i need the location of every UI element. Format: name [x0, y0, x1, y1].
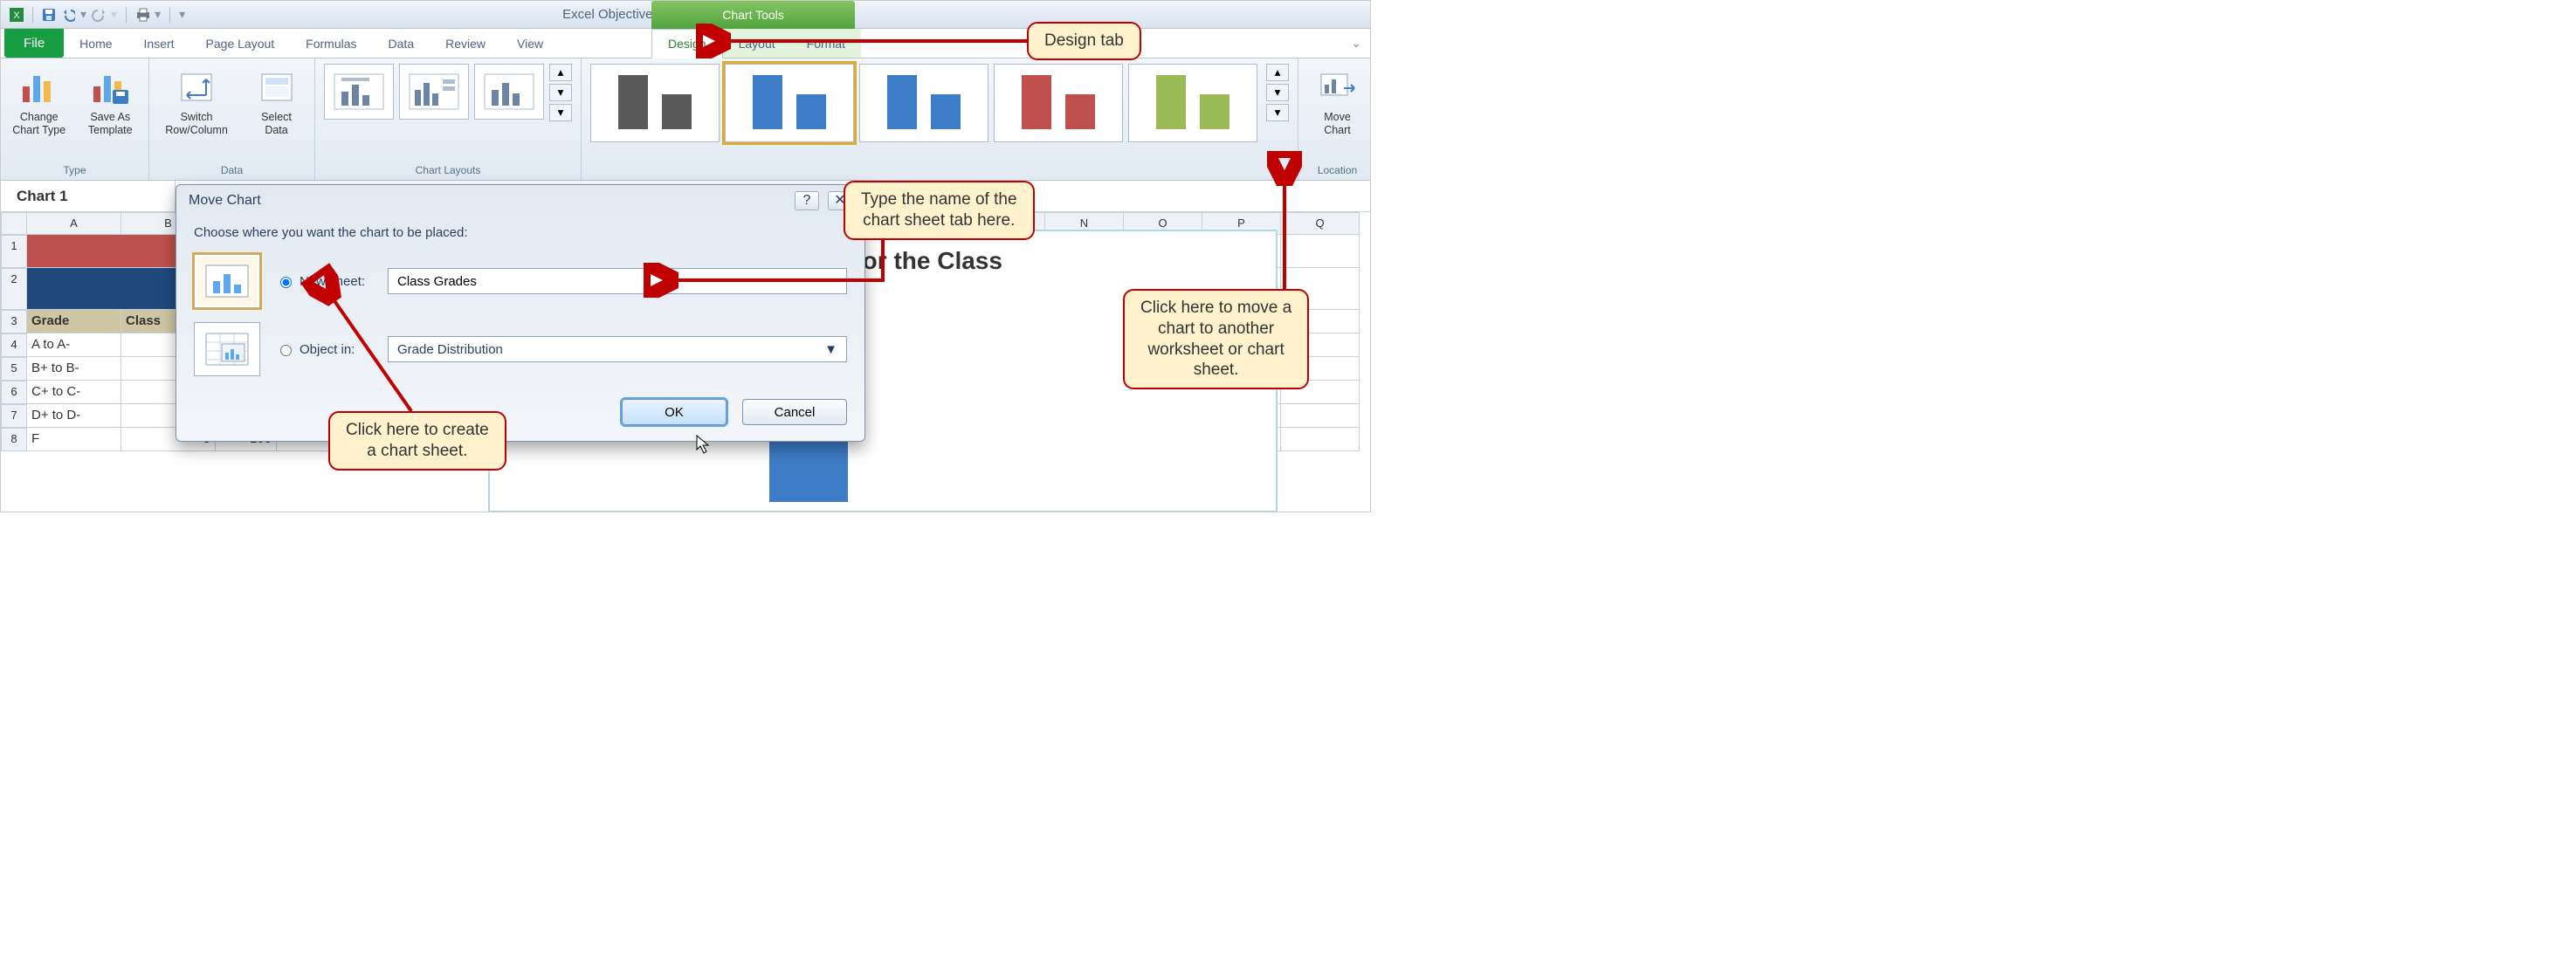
chart-style-thumb[interactable]	[725, 64, 854, 142]
tab-design[interactable]: Design	[651, 29, 723, 58]
save-as-template-button[interactable]: Save As Template	[81, 64, 141, 137]
chart-layout-thumb[interactable]	[324, 64, 394, 120]
ribbon-tabs: File HomeInsertPage LayoutFormulasDataRe…	[1, 29, 1370, 58]
callout-type-name: Type the name of the chart sheet tab her…	[844, 181, 1035, 240]
tab-insert[interactable]: Insert	[128, 29, 190, 58]
chart-style-thumb[interactable]	[859, 64, 988, 142]
group-label-chart-styles	[590, 161, 1289, 176]
print-icon[interactable]	[135, 8, 149, 22]
cell[interactable]	[1281, 428, 1360, 451]
new-sheet-radio[interactable]: New sheet:	[276, 274, 372, 289]
title-bar: X ▾ ▾ ▾ ▾ Excel Objective 4.00.xlsx - Mi…	[1, 1, 1370, 29]
row-header[interactable]: 4	[1, 333, 27, 357]
tab-home[interactable]: Home	[64, 29, 127, 58]
tab-review[interactable]: Review	[430, 29, 501, 58]
move-chart-button[interactable]: Move Chart	[1307, 64, 1367, 137]
row-header[interactable]: 5	[1, 357, 27, 381]
chart-style-thumb[interactable]	[1128, 64, 1257, 142]
cell[interactable]	[1281, 404, 1360, 428]
undo-icon[interactable]	[61, 8, 75, 22]
row-header[interactable]: 6	[1, 381, 27, 404]
chart-layout-thumb[interactable]	[474, 64, 544, 120]
new-sheet-icon[interactable]	[194, 254, 260, 308]
quick-access-toolbar: X ▾ ▾ ▾ ▾	[10, 7, 185, 23]
tab-file[interactable]: File	[4, 29, 64, 58]
name-box[interactable]: Chart 1	[1, 181, 176, 211]
excel-icon: X	[10, 8, 24, 22]
column-header[interactable]: A	[27, 212, 121, 235]
tab-data[interactable]: Data	[373, 29, 430, 58]
callout-design-tab: Design tab	[1027, 22, 1141, 60]
switch-row-column-button[interactable]: Switch Row/Column	[158, 64, 235, 137]
select-all-cell[interactable]	[1, 212, 27, 235]
chart-layout-scroll[interactable]: ▴▾▾	[549, 64, 572, 121]
row-header[interactable]: 8	[1, 428, 27, 451]
ribbon: Change Chart Type Save As Template Type …	[1, 58, 1370, 181]
redo-icon[interactable]	[92, 8, 106, 22]
chart-layout-thumb[interactable]	[399, 64, 469, 120]
dialog-help-button[interactable]: ?	[795, 191, 819, 210]
row-header[interactable]: 3	[1, 310, 27, 333]
object-in-select[interactable]: Grade Distribution▼	[388, 336, 847, 362]
save-icon[interactable]	[42, 8, 56, 22]
svg-text:X: X	[13, 10, 20, 21]
group-label-data: Data	[158, 161, 306, 176]
select-data-button[interactable]: Select Data	[247, 64, 306, 137]
ok-button[interactable]: OK	[622, 399, 727, 425]
dialog-title: Move Chart	[189, 193, 261, 209]
change-chart-type-button[interactable]: Change Chart Type	[10, 64, 69, 137]
object-in-icon[interactable]	[194, 322, 260, 376]
row-header[interactable]: 7	[1, 404, 27, 428]
chart-style-thumb[interactable]	[590, 64, 720, 142]
cancel-button[interactable]: Cancel	[742, 399, 847, 425]
contextual-tab-title: Chart Tools	[651, 1, 855, 29]
tab-page-layout[interactable]: Page Layout	[190, 29, 291, 58]
tab-view[interactable]: View	[501, 29, 559, 58]
callout-new-sheet: Click here to create a chart sheet.	[328, 411, 506, 471]
callout-move-chart: Click here to move a chart to another wo…	[1123, 289, 1309, 389]
group-label-location: Location	[1307, 161, 1367, 176]
group-label-chart-layouts: Chart Layouts	[324, 161, 572, 176]
chart-style-thumb[interactable]	[994, 64, 1123, 142]
tab-formulas[interactable]: Formulas	[290, 29, 372, 58]
group-label-type: Type	[10, 161, 140, 176]
row-header[interactable]: 1	[1, 235, 27, 268]
ribbon-minimize-icon[interactable]: ⌄	[1351, 36, 1361, 51]
row-header[interactable]: 2	[1, 268, 27, 310]
